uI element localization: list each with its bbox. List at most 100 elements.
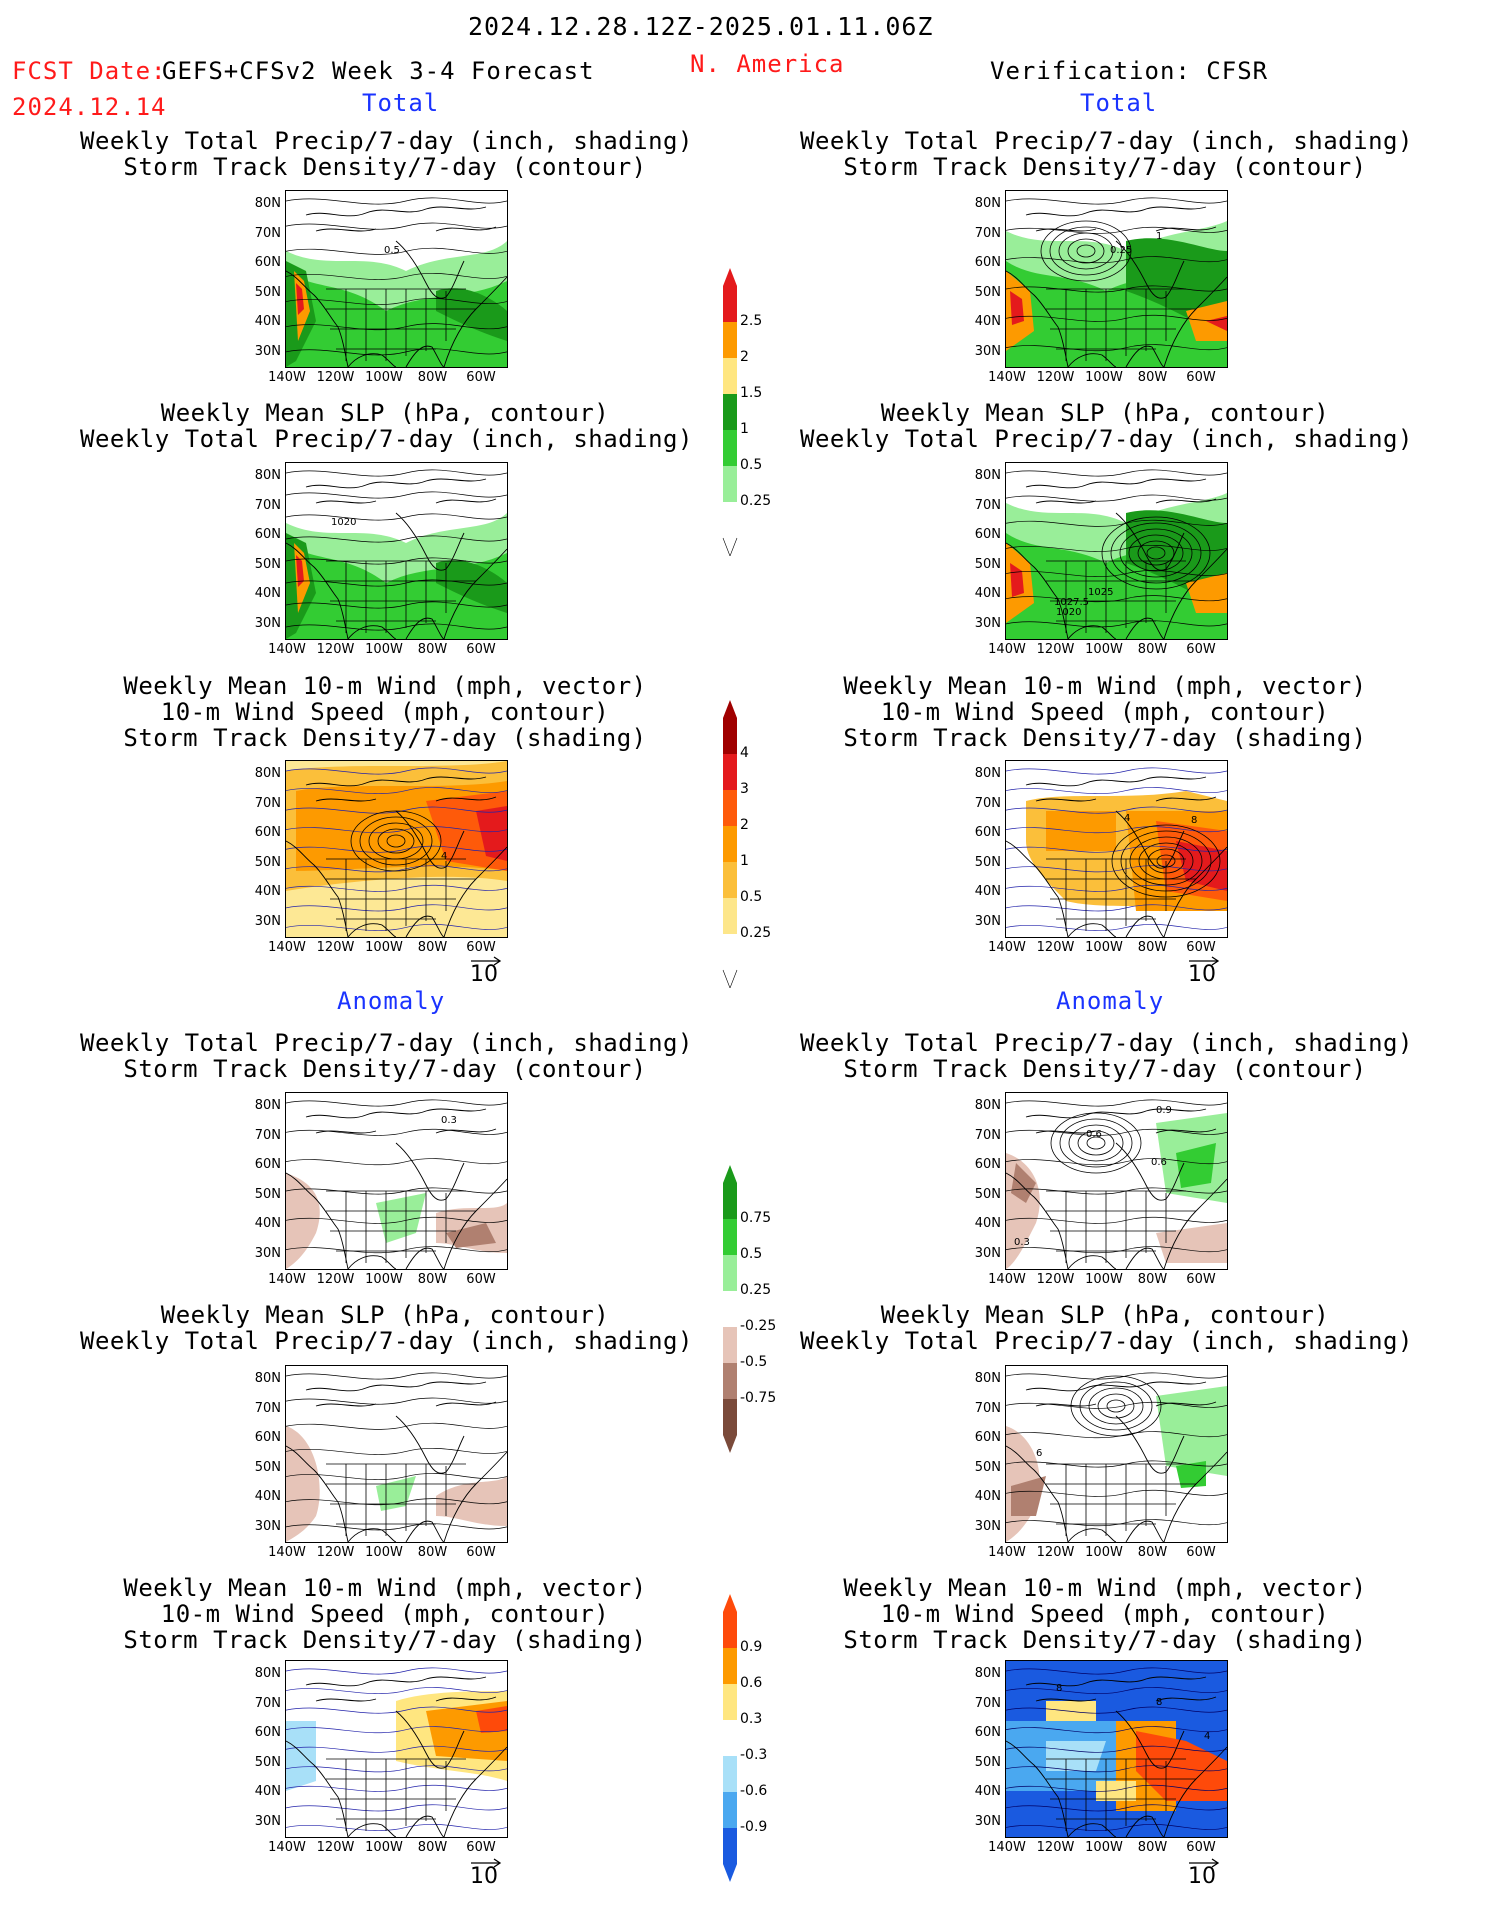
lat-label: 30N (974, 615, 1001, 631)
lon-label: 60W (466, 940, 496, 955)
lat-label: 80N (254, 766, 281, 781)
map-ob-anom-slp: 6 (1005, 1365, 1228, 1543)
lon-label: 140W (988, 1545, 1026, 1560)
lat-label: 50N (974, 1186, 1001, 1202)
lat-label: 50N (974, 1459, 1001, 1475)
vector-ref-fc-anom: 10 (470, 1858, 502, 1889)
panel-title-fc-total-slp: Weekly Mean SLP (hPa, contour) Weekly Tot… (80, 399, 693, 453)
svg-text:1: 1 (1156, 231, 1162, 242)
lon-label: 140W (988, 1272, 1026, 1287)
lat-label: 70N (974, 1400, 1001, 1416)
lon-label: 80W (417, 370, 448, 385)
arrow-icon (471, 1858, 502, 1868)
lat-label: 70N (974, 497, 1001, 513)
lon-label: 120W (1036, 642, 1075, 657)
map-ob-anom-wind: 8 8 4 (1005, 1660, 1228, 1838)
lat-label: 70N (254, 795, 281, 811)
lon-label: 140W (988, 370, 1026, 385)
colorbar-tick-label: 0.6 (740, 1675, 763, 1691)
lon-label: 100W (1085, 642, 1123, 657)
verification-label: Verification: CFSR (990, 57, 1269, 85)
lat-label: 40N (974, 1489, 1001, 1504)
model-title: GEFS+CFSv2 Week 3-4 Forecast (162, 57, 595, 85)
map-fc-anom-slp (285, 1365, 508, 1543)
lat-label: 40N (254, 1216, 281, 1231)
lat-label: 80N (254, 196, 281, 211)
lon-label: 120W (1036, 1272, 1075, 1287)
lon-label: 100W (1085, 370, 1123, 385)
colorbar-tick-label: -0.75 (740, 1390, 777, 1406)
svg-text:6: 6 (1036, 1448, 1042, 1459)
lat-label: 80N (974, 1666, 1001, 1681)
svg-text:0.25: 0.25 (1110, 245, 1132, 256)
lat-label: 40N (254, 314, 281, 329)
colorbar-tick-label: 4 (740, 745, 749, 761)
lon-label: 80W (417, 1840, 448, 1855)
colorbar-tick-label: 2 (740, 817, 749, 833)
colorbar-tick-label: 0.5 (740, 1246, 763, 1262)
arrow-icon (1189, 1858, 1220, 1868)
svg-text:0.5: 0.5 (384, 245, 400, 256)
colorbar-precip-total (722, 268, 738, 560)
lon-label: 120W (1036, 1545, 1075, 1560)
lat-label: 50N (254, 1754, 281, 1770)
svg-text:1020: 1020 (331, 517, 356, 528)
lat-label: 50N (974, 854, 1001, 870)
lon-label: 100W (1085, 1840, 1123, 1855)
lon-label: 100W (365, 1545, 403, 1560)
anomaly-label-left: Anomaly (337, 987, 446, 1015)
svg-text:0.3: 0.3 (1014, 1237, 1030, 1248)
lat-label: 40N (974, 884, 1001, 899)
vector-ref-ob-total: 10 (1188, 956, 1220, 987)
colorbar-storm-total (722, 700, 738, 992)
lon-label: 100W (365, 1840, 403, 1855)
total-label-right: Total (1080, 89, 1158, 117)
colorbar-tick-label: 1 (740, 421, 749, 437)
panel-title-fc-anom-slp: Weekly Mean SLP (hPa, contour) Weekly Tot… (80, 1301, 693, 1355)
lat-label: 30N (974, 1518, 1001, 1534)
lon-label: 100W (365, 1272, 403, 1287)
panel-title-ob-anom-precip: Weekly Total Precip/7-day (inch, shading… (800, 1029, 1413, 1083)
lat-label: 30N (974, 1813, 1001, 1829)
lon-label: 120W (316, 940, 355, 955)
lon-label: 80W (1137, 1840, 1168, 1855)
lon-label: 120W (316, 642, 355, 657)
lon-label: 100W (365, 370, 403, 385)
lon-label: 120W (1036, 370, 1075, 385)
panel-title-ob-total-precip: Weekly Total Precip/7-day (inch, shading… (800, 127, 1413, 181)
lat-label: 60N (254, 1430, 281, 1445)
lat-label: 70N (254, 1127, 281, 1143)
lat-label: 40N (254, 586, 281, 601)
lon-label: 60W (466, 642, 496, 657)
lat-label: 40N (974, 586, 1001, 601)
lon-label: 80W (417, 1272, 448, 1287)
lon-label: 60W (1186, 1840, 1216, 1855)
lon-label: 60W (1186, 1545, 1216, 1560)
colorbar-tick-label: 2 (740, 349, 749, 365)
lat-label: 60N (254, 825, 281, 840)
lat-label: 70N (254, 225, 281, 241)
lat-label: 50N (974, 556, 1001, 572)
lat-label: 50N (254, 556, 281, 572)
colorbar-tick-label: 3 (740, 781, 749, 797)
lat-label: 60N (974, 1157, 1001, 1172)
map-ob-anom-precip: 0.9 0.6 0.6 0.3 (1005, 1092, 1228, 1270)
lat-label: 30N (254, 1245, 281, 1261)
lat-label: 60N (974, 1430, 1001, 1445)
colorbar-tick-label: -0.5 (740, 1354, 768, 1370)
colorbar-tick-label: -0.25 (740, 1318, 777, 1334)
lat-label: 80N (254, 468, 281, 483)
lon-label: 60W (1186, 1272, 1216, 1287)
lon-label: 80W (417, 1545, 448, 1560)
colorbar-tick-label: 1 (740, 853, 749, 869)
lat-label: 70N (974, 225, 1001, 241)
anomaly-label-right: Anomaly (1056, 987, 1165, 1015)
lon-label: 140W (268, 370, 306, 385)
lat-label: 60N (254, 255, 281, 270)
lon-label: 120W (316, 1272, 355, 1287)
lon-label: 140W (268, 1272, 306, 1287)
colorbar-precip-anom (722, 1165, 738, 1457)
colorbar-tick-label: 0.75 (740, 1210, 772, 1226)
lon-label: 100W (1085, 1545, 1123, 1560)
